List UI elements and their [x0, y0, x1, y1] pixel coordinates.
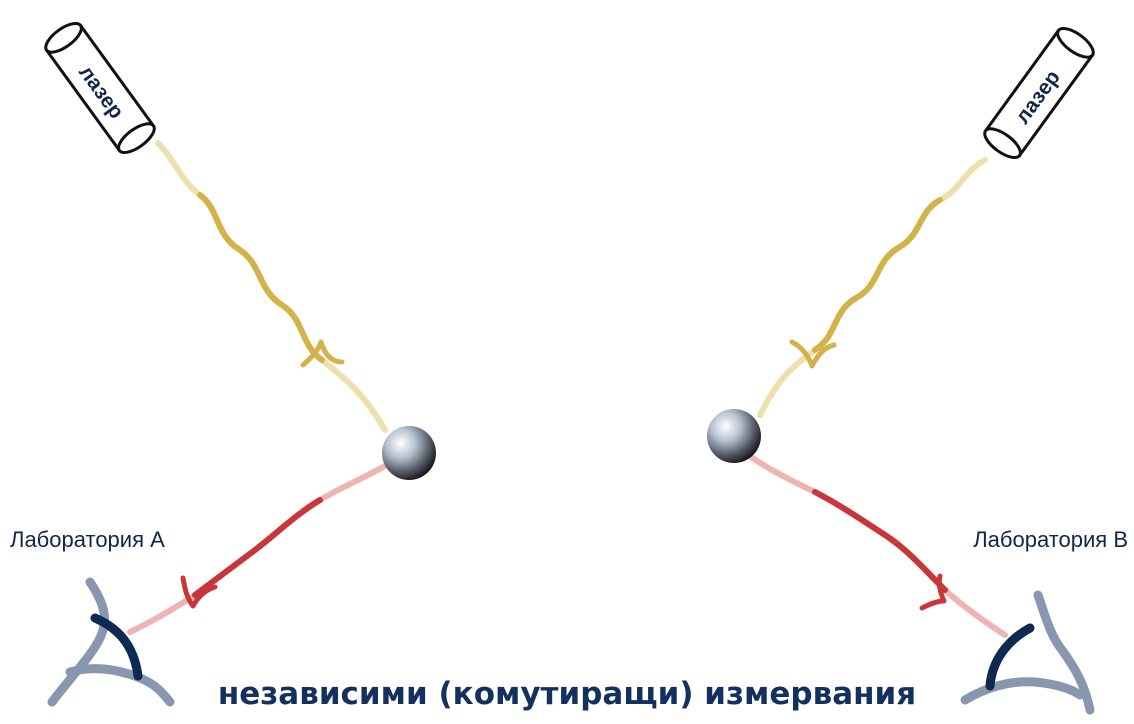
detector-b — [960, 590, 1095, 715]
photon-beam-left-dark-segment — [192, 497, 323, 598]
laser-left-back — [44, 22, 83, 54]
detector-b-lens — [985, 623, 1035, 691]
photon-beam-right — [745, 452, 1008, 638]
laser-beam-right-arrow-icon — [789, 339, 837, 369]
laser-left-aperture — [117, 122, 156, 154]
lab-a-label: Лаборатория A — [10, 527, 165, 552]
laser-right-back — [1056, 27, 1095, 59]
photon-beam-right-dark-segment — [812, 489, 948, 593]
detector-b-arm-bottom — [960, 677, 1085, 705]
source-sphere-left — [382, 426, 436, 480]
laser-right: лазер — [983, 27, 1095, 159]
laser-right-aperture — [983, 127, 1022, 159]
laser-beam-left — [155, 140, 388, 433]
caption: независими (комутиращи) измервания — [217, 676, 917, 712]
detector-a-lens — [90, 613, 143, 681]
laser-beam-right-dark-segment — [812, 197, 943, 353]
laser-left: лазер — [44, 22, 156, 154]
lab-b-label: Лаборатория B — [973, 527, 1128, 552]
photon-beam-right-arrow-icon — [919, 573, 947, 611]
detector-a — [47, 577, 175, 707]
detector-b-arm-top — [1033, 590, 1095, 715]
source-sphere-right — [707, 409, 761, 463]
laser-beam-left-dark-segment — [197, 192, 325, 363]
laser-beam-left-arrow-icon — [300, 339, 345, 368]
photon-beam-left-arrow-icon — [180, 575, 218, 609]
detector-a-arm-top — [47, 577, 109, 707]
